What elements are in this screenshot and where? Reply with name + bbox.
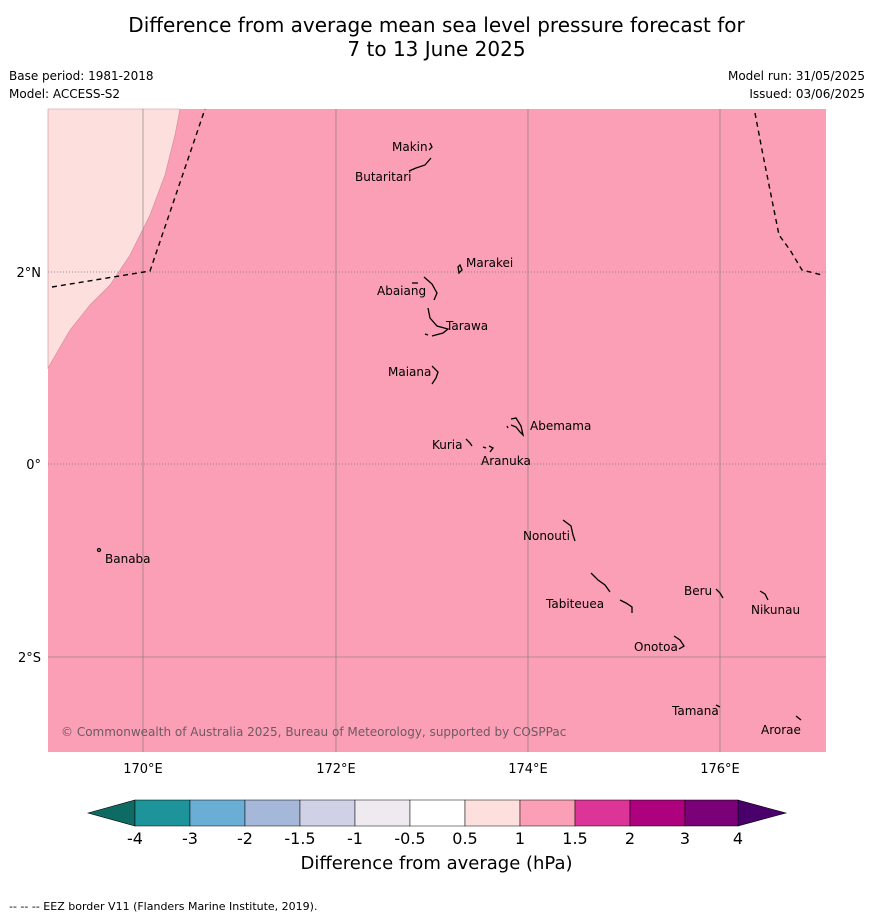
colorbar-swatch-1 xyxy=(134,799,191,827)
map-grid xyxy=(48,109,826,752)
base-period: Base period: 1981-2018 xyxy=(9,69,154,83)
colorbar-swatch-8 xyxy=(519,799,576,827)
tabiteuea-south xyxy=(619,599,633,613)
model-run: Model run: 31/05/2025 xyxy=(727,69,865,83)
map-background-high-pressure xyxy=(48,109,826,752)
lon-label-176e: 176°E xyxy=(700,762,740,777)
colorbar-swatch-2 xyxy=(189,799,246,827)
aranuka-islet xyxy=(482,446,487,449)
tamana-island xyxy=(715,704,721,708)
label-beru: Beru xyxy=(684,584,712,598)
butaritari-island xyxy=(408,157,432,172)
colorbar-tick-label: 3 xyxy=(680,829,690,848)
colorbar-swatch-4 xyxy=(299,799,356,827)
map-figure: Makin Butaritari Marakei Abaiang Tarawa … xyxy=(17,108,826,848)
colorbar: -4 -3 -2 -1.5 -1 -0.5 0.5 1 1.5 2 3 4 xyxy=(86,799,788,848)
colorbar-swatch-3 xyxy=(244,799,301,827)
nonouti-island xyxy=(562,519,576,542)
colorbar-title: Difference from average (hPa) xyxy=(300,853,573,874)
label-makin: Makin xyxy=(392,140,428,154)
label-tamana: Tamana xyxy=(671,704,719,718)
colorbar-swatch-7 xyxy=(464,799,521,827)
label-kuria: Kuria xyxy=(432,438,463,452)
tarawa-island xyxy=(427,307,450,337)
label-marakei: Marakei xyxy=(466,256,513,270)
colorbar-tick-label: -2 xyxy=(237,829,253,848)
colorbar-tick-label: 2 xyxy=(625,829,635,848)
title-line-2: 7 to 13 June 2025 xyxy=(347,37,526,61)
lon-label-172e: 172°E xyxy=(316,762,356,777)
label-banaba: Banaba xyxy=(105,552,151,566)
abemama-islet xyxy=(506,425,509,429)
colorbar-swatch-11 xyxy=(684,799,739,827)
label-aranuka: Aranuka xyxy=(481,454,531,468)
model-name: Model: ACCESS-S2 xyxy=(9,87,121,101)
label-nikunau: Nikunau xyxy=(751,603,800,617)
eez-border-west xyxy=(51,108,206,288)
eez-border-east xyxy=(754,112,823,276)
title-line-1: Difference from average mean sea level p… xyxy=(128,13,745,37)
label-abemama: Abemama xyxy=(530,419,591,433)
colorbar-tick-label: -1 xyxy=(347,829,363,848)
colorbar-tick-label: -3 xyxy=(182,829,198,848)
lon-label-174e: 174°E xyxy=(508,762,548,777)
kuria-island xyxy=(465,438,473,447)
tabiteuea-north xyxy=(590,572,611,593)
label-abaiang: Abaiang xyxy=(377,284,426,298)
lon-label-170e: 170°E xyxy=(123,762,163,777)
colorbar-tick-label: 4 xyxy=(733,829,743,848)
tarawa-islet xyxy=(424,333,429,336)
aranuka-island xyxy=(488,445,494,453)
lat-label-0: 0° xyxy=(26,458,41,473)
beru-island xyxy=(715,588,724,599)
banaba-island xyxy=(96,547,102,553)
colorbar-extend-high xyxy=(737,799,788,827)
onotoa-island xyxy=(673,635,685,650)
abemama-island xyxy=(510,417,525,438)
copyright-notice: © Commonwealth of Australia 2025, Bureau… xyxy=(61,725,566,739)
arorae-island xyxy=(795,715,802,721)
maiana-island xyxy=(431,365,439,385)
colorbar-swatch-10 xyxy=(629,799,686,827)
label-butaritari: Butaritari xyxy=(355,170,412,184)
eez-footnote: -- -- -- EEZ border V11 (Flanders Marine… xyxy=(9,900,318,913)
colorbar-swatch-6 xyxy=(409,799,466,827)
colorbar-swatch-5 xyxy=(354,799,411,827)
issued-date: Issued: 03/06/2025 xyxy=(749,87,865,101)
lat-label-2n: 2°N xyxy=(17,266,42,281)
abaiang-island xyxy=(423,276,438,301)
label-arorae: Arorae xyxy=(761,723,801,737)
colorbar-extend-low xyxy=(86,799,136,827)
label-maiana: Maiana xyxy=(388,365,431,379)
makin-island xyxy=(428,142,433,151)
colorbar-tick-label: 0.5 xyxy=(452,829,477,848)
label-tarawa: Tarawa xyxy=(445,319,488,333)
islands xyxy=(96,142,802,721)
nikunau-island xyxy=(759,590,769,601)
label-onotoa: Onotoa xyxy=(634,640,678,654)
colorbar-tick-label: 1.5 xyxy=(562,829,587,848)
light-anomaly-region xyxy=(47,108,181,370)
marakei-island xyxy=(457,263,463,275)
colorbar-tick-label: -1.5 xyxy=(284,829,315,848)
lat-label-2s: 2°S xyxy=(18,651,41,666)
label-nonouti: Nonouti xyxy=(523,529,570,543)
colorbar-tick-label: -0.5 xyxy=(394,829,425,848)
colorbar-swatch-9 xyxy=(574,799,631,827)
colorbar-tick-label: -4 xyxy=(127,829,143,848)
colorbar-tick-label: 1 xyxy=(515,829,525,848)
label-tabiteuea: Tabiteuea xyxy=(545,597,604,611)
